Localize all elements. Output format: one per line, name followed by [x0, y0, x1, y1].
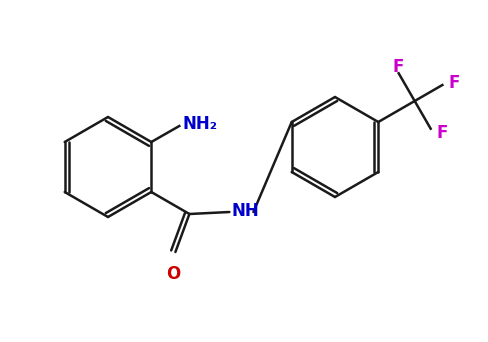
- Text: NH: NH: [231, 202, 259, 220]
- Text: F: F: [437, 124, 448, 142]
- Text: O: O: [166, 265, 181, 283]
- Text: F: F: [448, 74, 460, 92]
- Text: F: F: [393, 58, 405, 76]
- Text: NH₂: NH₂: [183, 115, 217, 133]
